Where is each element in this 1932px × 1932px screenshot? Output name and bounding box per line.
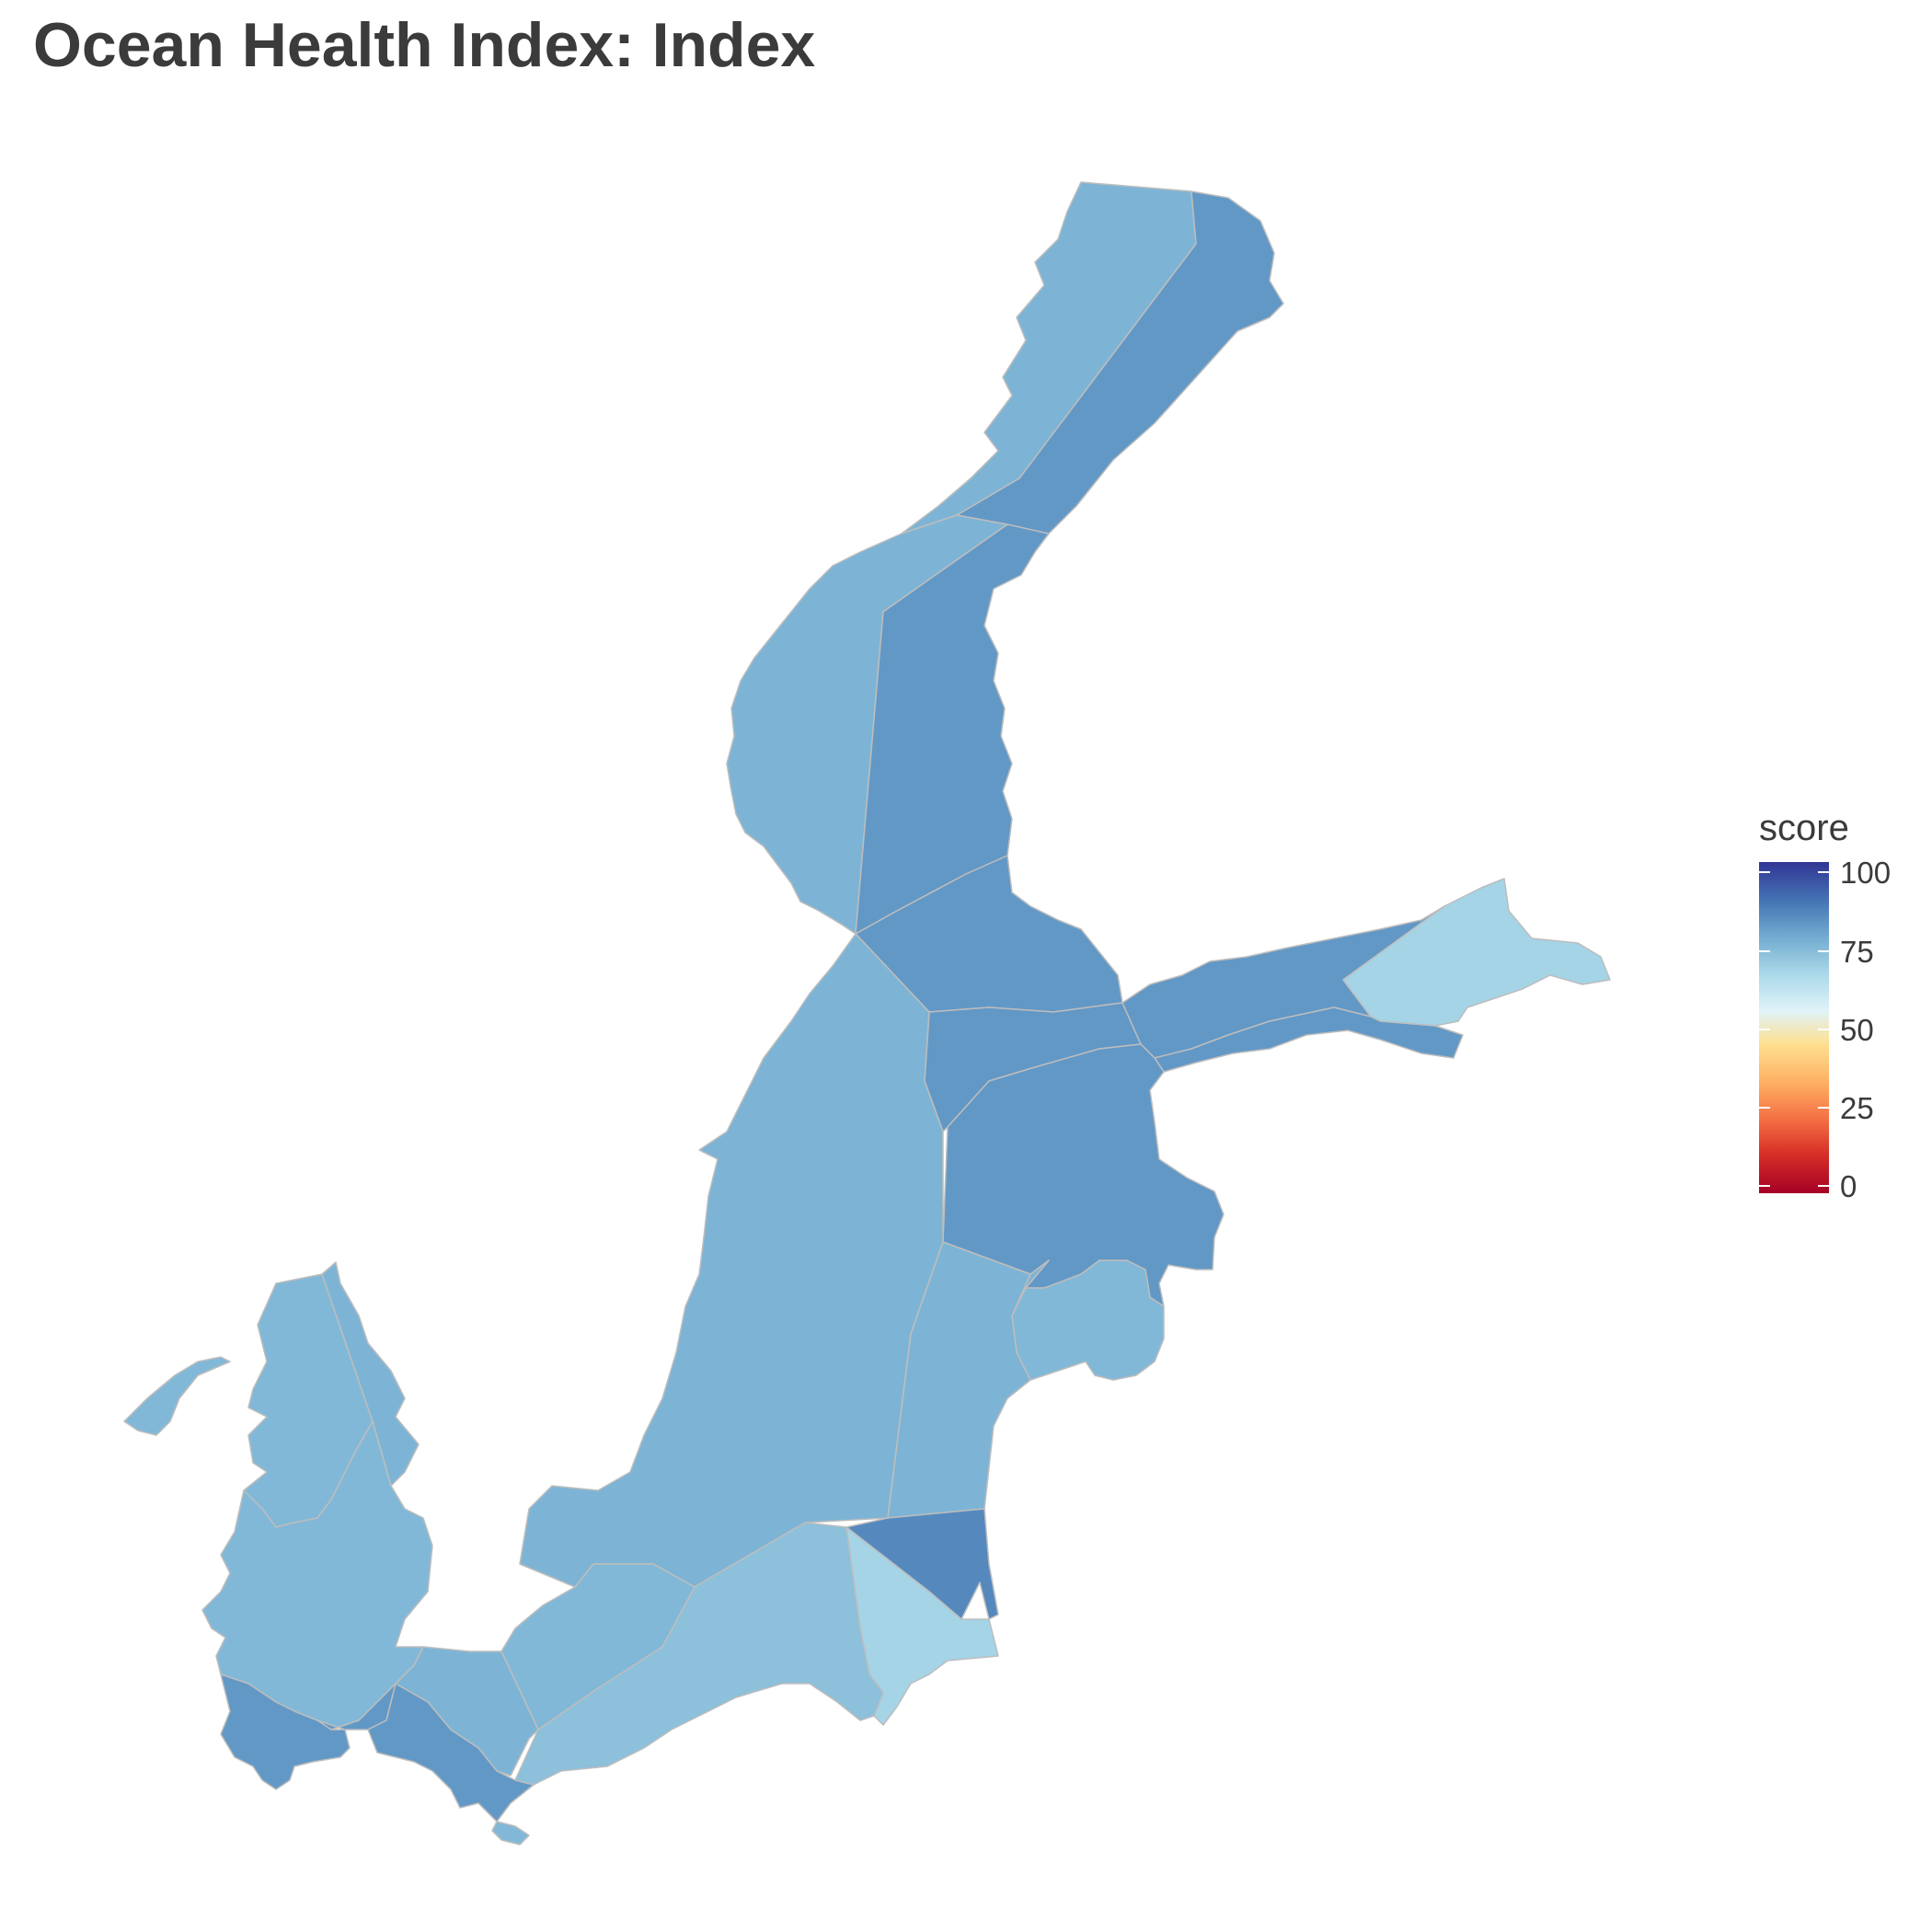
legend-tick-mark bbox=[1759, 1185, 1770, 1187]
region-gulf-of-finland-east bbox=[1342, 878, 1611, 1027]
legend-tick-label: 50 bbox=[1840, 1013, 1874, 1047]
legend-tick-mark bbox=[1818, 1185, 1829, 1187]
legend-tick-label: 25 bbox=[1840, 1091, 1874, 1125]
region-mecklenburg-bight bbox=[367, 1683, 535, 1823]
region-bothnian-sea-west bbox=[726, 514, 1008, 935]
legend-tick-mark bbox=[1818, 1107, 1829, 1109]
legend-tick-label: 100 bbox=[1840, 856, 1892, 890]
legend-tick-mark bbox=[1759, 1107, 1770, 1109]
region-bornholm-basin bbox=[514, 1522, 884, 1786]
legend-tick-mark bbox=[1759, 871, 1770, 873]
legend-colorbar bbox=[1759, 862, 1829, 1193]
legend-tick-mark bbox=[1818, 1029, 1829, 1030]
legend-tick-label: 75 bbox=[1840, 935, 1874, 969]
legend-tick-label: 0 bbox=[1840, 1169, 1857, 1203]
region-kiel-bay bbox=[220, 1673, 397, 1790]
region-bay-of-pomerania bbox=[491, 1821, 530, 1846]
region-western-gotland-basin bbox=[519, 933, 944, 1588]
legend-title: score bbox=[1759, 808, 1849, 848]
region-skagerrak-arm bbox=[123, 1356, 231, 1436]
region-arkona-basin bbox=[500, 1563, 696, 1731]
legend-tick-mark bbox=[1818, 871, 1829, 873]
legend-tick-mark bbox=[1759, 1029, 1770, 1030]
chart-title: Ocean Health Index: Index bbox=[33, 10, 816, 80]
legend-tick-mark bbox=[1759, 950, 1770, 952]
legend-tick-mark bbox=[1818, 950, 1829, 952]
region-gulf-of-finland-south bbox=[1154, 1006, 1464, 1073]
